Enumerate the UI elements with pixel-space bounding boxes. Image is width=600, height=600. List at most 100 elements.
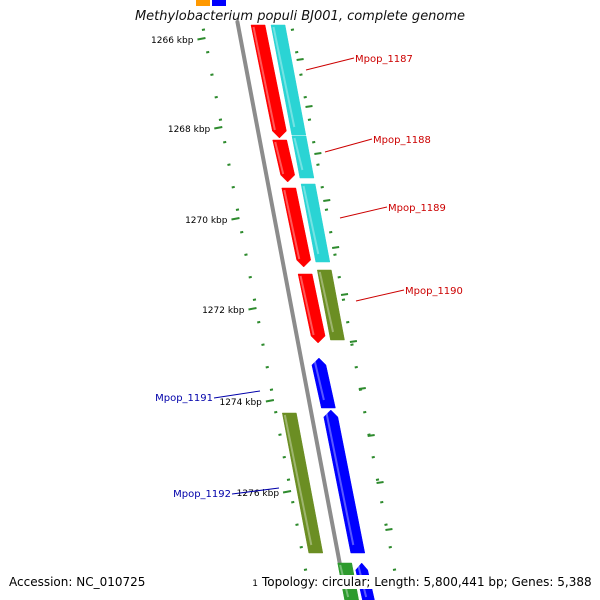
gene-red-1187-shade (252, 26, 276, 131)
minor-tick-outer (312, 140, 316, 144)
leader-line (339, 206, 388, 219)
tick-label: 1274 kbp (219, 398, 262, 408)
minor-tick-outer (367, 433, 371, 436)
minor-tick-inner (235, 208, 240, 211)
gene-red-1189[interactable] (281, 187, 311, 268)
major-tick-outer (296, 58, 304, 61)
tick-label: 1266 kbp (151, 36, 194, 46)
minor-tick-outer (299, 73, 303, 76)
minor-tick-inner (291, 500, 295, 504)
gene-features (196, 0, 375, 600)
gene-red-1189-shade (283, 189, 301, 260)
gene-olive-1190[interactable] (316, 269, 345, 341)
gene-olive-1192[interactable] (281, 412, 324, 554)
major-tick-outer (323, 199, 331, 202)
gene-blue-1192a[interactable] (323, 409, 366, 554)
minor-tick-inner (244, 253, 248, 256)
minor-tick-outer (346, 320, 350, 324)
gene-label-mpop_1188[interactable]: Mpop_1188 (373, 135, 431, 146)
genome-backbone (235, 20, 349, 600)
major-tick-outer (358, 387, 366, 390)
gene-blue-1191[interactable] (311, 357, 336, 409)
major-tick-outer (385, 528, 393, 531)
major-tick (197, 37, 206, 41)
major-tick (231, 217, 240, 221)
minor-tick-inner (248, 275, 252, 279)
tick-label: 1276 kbp (237, 489, 280, 499)
minor-tick-outer (354, 365, 358, 369)
major-tick (282, 490, 292, 494)
topology-text: Topology: circular; Length: 5,800,441 bp… (262, 575, 592, 589)
minor-tick-outer (384, 523, 388, 526)
gene-cyan-1189[interactable] (300, 183, 331, 263)
minor-tick-inner (299, 545, 303, 549)
tick-label: 1268 kbp (168, 125, 211, 135)
gene-red-1187[interactable] (250, 24, 287, 139)
minor-tick-outer (320, 185, 324, 189)
minor-tick-inner (210, 73, 214, 76)
major-tick-outer (349, 340, 358, 343)
leader-line (213, 390, 261, 399)
minor-tick-inner (206, 50, 210, 54)
gene-label-mpop_1189[interactable]: Mpop_1189 (388, 203, 446, 214)
minor-tick-inner (223, 140, 227, 144)
scale-ticks: 1266 kbp 1268 kbp 1270 kbp 1272 kbp 1274 kbp… (151, 28, 397, 571)
minor-tick-inner (201, 28, 206, 31)
gene-orange-top[interactable] (196, 0, 210, 6)
minor-tick-inner (214, 95, 218, 99)
gene-red-1188[interactable] (272, 139, 295, 183)
minor-tick-inner (282, 455, 286, 459)
leader-line (324, 138, 373, 153)
gene-red-1190-shade (299, 275, 315, 336)
major-tick (265, 399, 275, 403)
major-tick-outer (340, 293, 349, 296)
minor-tick-outer (295, 50, 299, 54)
major-tick (214, 126, 223, 130)
gene-blue-top[interactable] (212, 0, 226, 6)
minor-tick-outer (290, 28, 295, 31)
gene-cyan-1187-shade (272, 26, 296, 128)
major-tick-outer (314, 152, 322, 155)
minor-tick-inner (257, 320, 261, 324)
gene-label-mpop_1187[interactable]: Mpop_1187 (355, 54, 413, 65)
minor-tick-outer (333, 253, 337, 256)
minor-tick-outer (324, 208, 329, 211)
gene-red-1188-shade (274, 141, 285, 175)
minor-tick-outer (307, 118, 312, 121)
tick-label: 1272 kbp (202, 306, 245, 316)
gene-cyan-1188-shade (293, 137, 304, 171)
leader-line (305, 57, 355, 71)
leader-line (355, 289, 405, 302)
minor-tick-outer (392, 568, 397, 571)
gene-label-mpop_1191[interactable]: Mpop_1191 (155, 393, 213, 404)
gene-label-mpop_1190[interactable]: Mpop_1190 (405, 286, 463, 297)
gene-cyan-1188[interactable] (291, 135, 315, 179)
map-title: Methylobacterium populi BJ001, complete … (134, 9, 466, 24)
accession-text: Accession: NC_010725 (9, 575, 146, 589)
minor-tick-outer (350, 343, 354, 346)
backbone-line (235, 20, 349, 600)
minor-tick-inner (252, 298, 257, 301)
minor-tick-inner (218, 118, 223, 121)
minor-tick-outer (363, 410, 367, 414)
gene-cyan-1189-shade (302, 185, 320, 255)
minor-tick-inner (227, 163, 231, 166)
minor-tick-outer (329, 230, 333, 234)
major-tick-outer (367, 434, 375, 437)
gene-olive-1190-shade (318, 271, 335, 333)
gene-label-mpop_1192[interactable]: Mpop_1192 (173, 489, 231, 500)
gene-labels: Mpop_1187 Mpop_1188 Mpop_1189 Mpop_1190 Mpop… (155, 54, 463, 589)
minor-tick-inner (231, 185, 235, 189)
minor-tick-outer (388, 545, 392, 549)
minor-tick-inner (295, 523, 299, 526)
leader-line (231, 487, 280, 495)
minor-tick-outer (303, 95, 307, 99)
minor-tick-inner (265, 365, 269, 369)
major-tick-outer (332, 246, 340, 249)
major-tick-outer (305, 105, 313, 108)
gene-red-1190[interactable] (297, 273, 326, 344)
minor-tick-inner (278, 433, 282, 436)
gene-cyan-1187[interactable] (270, 24, 307, 136)
minor-tick-outer (375, 478, 380, 481)
